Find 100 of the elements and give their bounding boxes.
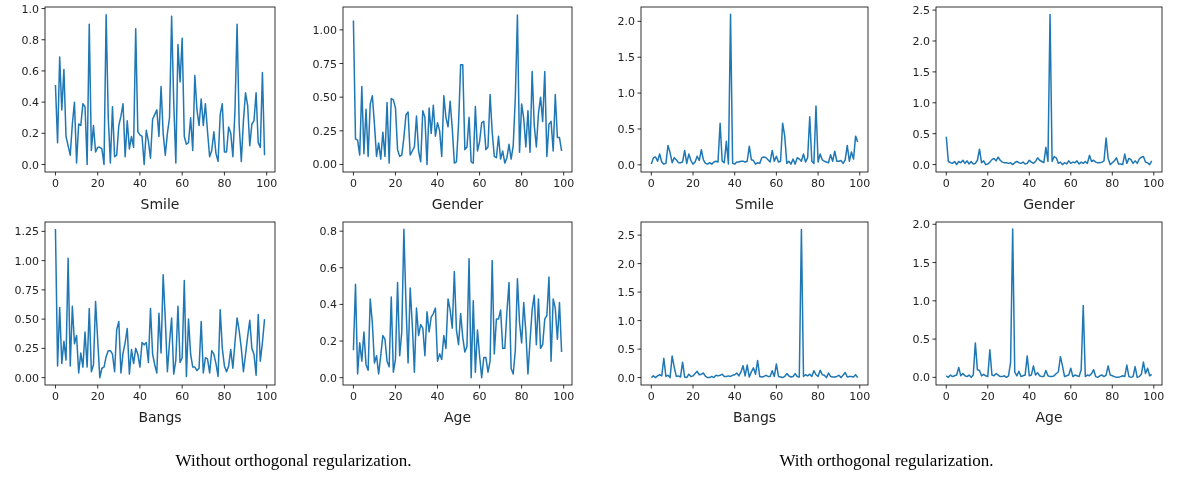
- y-tick-label: 1.0: [617, 87, 635, 101]
- y-tick-label: 0.50: [312, 91, 337, 105]
- x-tick-label: 80: [1105, 177, 1120, 190]
- x-tick-label: 60: [472, 177, 487, 190]
- y-tick-label: 0.25: [14, 342, 39, 356]
- x-axis-title: Smile: [140, 196, 180, 212]
- x-tick-label: 100: [849, 390, 871, 403]
- line-series: [650, 13, 859, 165]
- x-tick-label: 0: [51, 390, 59, 403]
- y-tick-label: 2.0: [912, 34, 930, 48]
- y-tick-label: 1.0: [912, 294, 930, 308]
- x-tick-label: 40: [132, 177, 147, 190]
- y-tick-label: 0.5: [912, 333, 930, 347]
- y-tick-label: 1.00: [312, 23, 337, 37]
- x-tick-label: 0: [647, 177, 655, 190]
- y-tick-label: 1.0: [617, 314, 635, 328]
- y-tick-label: 0.0: [617, 371, 635, 385]
- x-tick-label: 20: [686, 177, 701, 190]
- line-series: [945, 13, 1153, 166]
- y-tick-label: 0.2: [319, 335, 337, 349]
- x-tick-label: 20: [90, 390, 105, 403]
- y-tick-label: 0.75: [312, 57, 337, 71]
- y-tick-label: 0.00: [14, 371, 39, 385]
- y-tick-label: 1.0: [912, 96, 930, 110]
- x-tick-label: 100: [256, 390, 278, 403]
- y-tick-label: 1.25: [14, 225, 39, 239]
- y-tick-label: 1.0: [21, 2, 39, 16]
- x-tick-label: 20: [980, 177, 995, 190]
- x-tick-label: 60: [472, 390, 487, 403]
- y-tick-label: 0.0: [21, 158, 39, 172]
- x-tick-label: 80: [217, 390, 232, 403]
- line-series: [650, 228, 859, 379]
- line-series: [352, 228, 563, 379]
- x-tick-label: 100: [1143, 390, 1165, 403]
- y-tick-label: 2.0: [617, 15, 635, 29]
- x-axis-title: Smile: [735, 196, 774, 212]
- x-tick-label: 40: [430, 390, 445, 403]
- y-tick-label: 1.5: [912, 65, 930, 79]
- y-tick-label: 2.5: [912, 4, 930, 18]
- text: Without orthogonal regularization.: [175, 451, 412, 470]
- y-tick-label: 0.0: [912, 158, 930, 172]
- x-tick-label: 40: [1022, 390, 1037, 403]
- x-tick-label: 0: [349, 390, 357, 403]
- x-tick-label: 100: [256, 177, 278, 190]
- x-tick-label: 40: [1022, 177, 1037, 190]
- y-tick-label: 0.4: [21, 96, 39, 110]
- x-tick-label: 0: [349, 177, 357, 190]
- y-tick-label: 0.8: [21, 33, 39, 47]
- x-tick-label: 40: [430, 177, 445, 190]
- y-tick-label: 0.8: [319, 225, 337, 239]
- x-tick-label: 60: [175, 177, 190, 190]
- x-tick-label: 100: [553, 177, 575, 190]
- line-series: [54, 228, 266, 379]
- x-tick-label: 20: [388, 390, 403, 403]
- y-tick-label: 0.6: [319, 261, 337, 275]
- x-tick-label: 0: [647, 390, 655, 403]
- x-tick-label: 20: [980, 390, 995, 403]
- y-tick-label: 0.25: [312, 124, 337, 138]
- x-tick-label: 60: [175, 390, 190, 403]
- line-series: [54, 14, 266, 166]
- x-tick-label: 80: [811, 177, 826, 190]
- x-tick-label: 60: [1063, 390, 1078, 403]
- y-tick-label: 0.0: [912, 371, 930, 385]
- x-tick-label: 100: [849, 177, 871, 190]
- x-tick-label: 0: [51, 177, 59, 190]
- y-tick-label: 2.5: [617, 229, 635, 243]
- y-tick-label: 0.5: [617, 343, 635, 357]
- y-tick-label: 1.5: [912, 256, 930, 270]
- y-tick-label: 0.6: [21, 64, 39, 78]
- text: With orthogonal regularization.: [779, 451, 994, 470]
- y-tick-label: 1.5: [617, 286, 635, 300]
- x-tick-label: 40: [727, 390, 742, 403]
- y-tick-label: 0.5: [912, 127, 930, 141]
- x-axis-title: Age: [1035, 409, 1063, 425]
- x-axis-title: Age: [443, 409, 472, 425]
- y-tick-label: 0.5: [617, 122, 635, 136]
- x-tick-label: 80: [217, 177, 232, 190]
- y-tick-label: 2.0: [617, 257, 635, 271]
- x-tick-label: 80: [514, 390, 529, 403]
- y-tick-label: 0.0: [617, 158, 635, 172]
- x-tick-label: 0: [942, 390, 950, 403]
- y-tick-label: 1.5: [617, 51, 635, 65]
- x-tick-label: 100: [1143, 177, 1165, 190]
- line-series: [352, 14, 563, 166]
- x-tick-label: 40: [727, 177, 742, 190]
- x-tick-label: 80: [514, 177, 529, 190]
- y-tick-label: 2.0: [912, 218, 930, 232]
- x-tick-label: 100: [553, 390, 575, 403]
- x-tick-label: 60: [769, 177, 784, 190]
- x-axis-title: Gender: [431, 196, 484, 212]
- y-tick-label: 1.00: [14, 254, 39, 268]
- x-tick-label: 60: [769, 390, 784, 403]
- x-axis-title: Gender: [1023, 196, 1076, 212]
- x-tick-label: 40: [132, 390, 147, 403]
- x-tick-label: 80: [1105, 390, 1120, 403]
- y-tick-label: 0.0: [319, 371, 337, 385]
- x-tick-label: 20: [388, 177, 403, 190]
- y-tick-label: 0.00: [312, 158, 337, 172]
- line-series: [945, 228, 1153, 379]
- x-tick-label: 0: [942, 177, 950, 190]
